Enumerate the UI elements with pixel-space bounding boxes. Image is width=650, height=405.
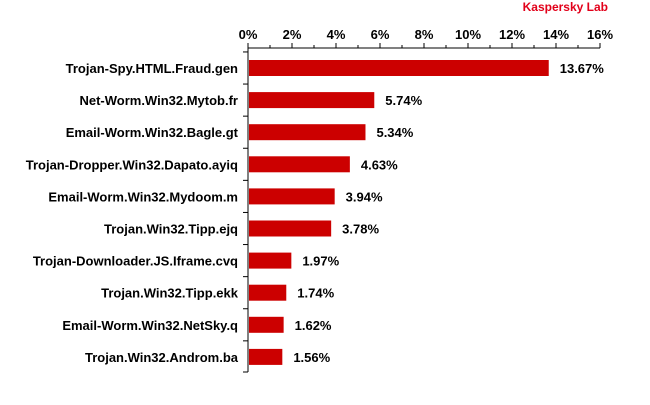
x-tick-label: 4% <box>327 27 346 42</box>
x-tick-label: 10% <box>455 27 481 42</box>
x-tick-label: 14% <box>543 27 569 42</box>
value-label: 1.97% <box>302 254 339 269</box>
x-tick-label: 0% <box>239 27 258 42</box>
bar <box>249 188 335 205</box>
bar <box>249 60 549 76</box>
category-label: Email-Worm.Win32.Bagle.gt <box>66 125 239 140</box>
category-label: Trojan.Win32.Tipp.ejq <box>104 222 238 237</box>
value-label: 5.34% <box>376 125 413 140</box>
value-label: 4.63% <box>361 157 398 172</box>
value-label: 1.74% <box>297 286 334 301</box>
x-tick-label: 2% <box>283 27 302 42</box>
x-tick-label: 6% <box>371 27 390 42</box>
value-label: 5.74% <box>385 93 422 108</box>
category-label: Email-Worm.Win32.Mydoom.m <box>48 189 238 204</box>
bar <box>249 220 332 237</box>
bar <box>249 316 284 333</box>
category-label: Net-Worm.Win32.Mytob.fr <box>79 93 238 108</box>
category-label: Trojan.Win32.Tipp.ekk <box>101 286 239 301</box>
bar <box>249 252 292 269</box>
bar <box>249 348 283 365</box>
x-tick-label: 16% <box>587 27 613 42</box>
bar <box>249 92 375 109</box>
brand-label: Kaspersky Lab <box>522 0 608 14</box>
x-tick-label: 8% <box>415 27 434 42</box>
value-label: 1.62% <box>295 318 332 333</box>
value-label: 1.56% <box>293 350 330 365</box>
bar <box>249 156 350 173</box>
category-label: Trojan.Win32.Androm.ba <box>85 350 239 365</box>
bar <box>249 124 366 141</box>
category-label: Trojan-Dropper.Win32.Dapato.ayiq <box>26 157 238 172</box>
bar <box>249 284 287 301</box>
category-label: Trojan-Downloader.JS.Iframe.cvq <box>33 254 238 269</box>
value-label: 3.94% <box>346 189 383 204</box>
category-label: Email-Worm.Win32.NetSky.q <box>62 318 238 333</box>
value-label: 3.78% <box>342 222 379 237</box>
value-label: 13.67% <box>560 61 605 76</box>
x-tick-label: 12% <box>499 27 525 42</box>
category-label: Trojan-Spy.HTML.Fraud.gen <box>66 61 238 76</box>
